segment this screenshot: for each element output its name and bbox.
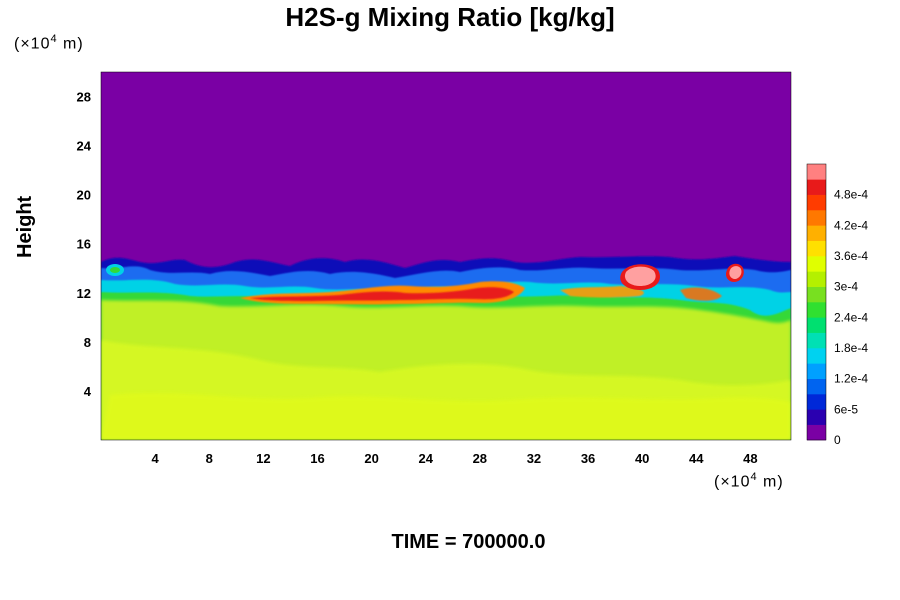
- x-tick-label: 20: [364, 451, 378, 466]
- colorbar-label: 3e-4: [834, 280, 858, 294]
- x-tick-label: 28: [473, 451, 487, 466]
- x-tick-label: 24: [418, 451, 433, 466]
- colorbar-swatch: [807, 424, 826, 441]
- hotspot-core-left: [624, 266, 656, 286]
- colorbar-frame: [806, 163, 827, 441]
- colorbar-swatch: [807, 225, 826, 241]
- x-tick-label: 44: [689, 451, 704, 466]
- x-tick-label: 48: [743, 451, 757, 466]
- y-tick-label: 28: [77, 90, 91, 105]
- colorbar-label: 2.4e-4: [834, 310, 868, 324]
- colorbar-swatch: [807, 378, 826, 395]
- colorbar-swatch: [807, 409, 826, 425]
- colorbar-label: 4.8e-4: [834, 188, 868, 202]
- y-tick-label: 24: [77, 139, 92, 154]
- x-axis-unit: (×104 m): [714, 471, 784, 491]
- high-band-orange-right: [560, 286, 644, 298]
- blob-green-left-core: [110, 267, 120, 273]
- colorbar-swatch: [807, 271, 826, 287]
- x-tick-label: 16: [310, 451, 324, 466]
- colorbar-label: 4.2e-4: [834, 218, 868, 232]
- time-footer: TIME = 700000.0: [391, 531, 546, 553]
- y-tick-label: 4: [84, 384, 92, 399]
- y-axis-ticks: 4 8 12 16 20 24 28: [77, 90, 92, 399]
- colorbar-label: 1.8e-4: [834, 341, 868, 355]
- colorbar-swatch: [807, 210, 826, 226]
- x-tick-label: 32: [527, 451, 541, 466]
- high-band-red: [250, 287, 514, 301]
- colorbar-swatch: [807, 194, 826, 211]
- y-tick-label: 8: [84, 335, 91, 350]
- colorbar-swatch: [807, 317, 826, 333]
- plot-frame: [100, 71, 792, 441]
- lower-layer-pale-patch-2: [101, 393, 791, 440]
- colorbar-swatch: [807, 164, 826, 180]
- colorbar-label: 1.2e-4: [834, 372, 868, 386]
- hotspot-core-right: [729, 266, 742, 279]
- colorbar-labels: 0 6e-5 1.2e-4 1.8e-4 2.4e-4 3e-4 3.6e-4 4.2e-4 4…: [834, 188, 868, 447]
- y-tick-label: 20: [77, 188, 91, 203]
- colorbar-swatch: [807, 394, 826, 410]
- x-tick-label: 36: [581, 451, 595, 466]
- colorbar-swatch: [807, 286, 826, 303]
- high-band-orange-right-2: [680, 287, 722, 301]
- colorbar-swatch: [807, 256, 826, 272]
- colorbar-swatch: [807, 240, 826, 257]
- colorbar: [806, 163, 827, 441]
- chart-title: H2S-g Mixing Ratio [kg/kg]: [285, 2, 615, 32]
- colorbar-label: 0: [834, 433, 841, 447]
- y-tick-label: 12: [77, 286, 91, 301]
- colorbar-label: 3.6e-4: [834, 249, 868, 263]
- colorbar-swatch: [807, 348, 826, 364]
- x-axis-ticks: 4 8 12 16 20 24 28 32 36 40 44 48: [152, 451, 758, 466]
- x-tick-label: 12: [256, 451, 270, 466]
- colorbar-swatch: [807, 332, 826, 349]
- x-tick-label: 4: [152, 451, 160, 466]
- field-plot: [101, 72, 791, 440]
- colorbar-swatch: [807, 179, 826, 195]
- colorbar-label: 6e-5: [834, 402, 858, 416]
- y-tick-label: 16: [77, 237, 91, 252]
- x-tick-label: 8: [206, 451, 213, 466]
- colorbar-swatch: [807, 302, 826, 318]
- x-tick-label: 40: [635, 451, 649, 466]
- y-axis-unit: (×104 m): [14, 33, 84, 53]
- colorbar-swatch: [807, 363, 826, 379]
